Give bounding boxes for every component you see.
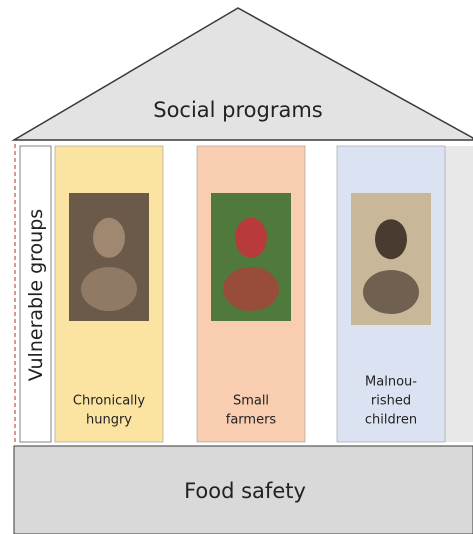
photo-figure	[223, 267, 279, 311]
pillar-label: Chronically	[73, 394, 146, 409]
base-title: Food safety	[184, 479, 306, 503]
pillar-label: Malnou-	[365, 375, 417, 390]
photo-figure	[363, 270, 419, 314]
photo-figure	[81, 267, 137, 311]
pillars: Chronically hungry Small farmers Malnou-rish…	[55, 146, 445, 442]
partial-pillar	[445, 146, 473, 442]
pillar-label: rished	[371, 394, 411, 409]
pillar-label: farmers	[226, 413, 277, 428]
pillar-label: hungry	[86, 413, 132, 428]
house-diagram: Social programs Vulnerable groups Chroni…	[0, 0, 473, 534]
photo-figure	[375, 219, 407, 259]
pillar-label: children	[365, 413, 417, 428]
roof-title: Social programs	[153, 98, 323, 122]
photo-figure	[93, 218, 125, 258]
side-label: Vulnerable groups	[25, 209, 47, 381]
photo-figure	[235, 218, 267, 258]
pillar-label: Small	[233, 394, 269, 409]
page: {"roof": {"title": "Social programs"}, "…	[0, 0, 473, 534]
